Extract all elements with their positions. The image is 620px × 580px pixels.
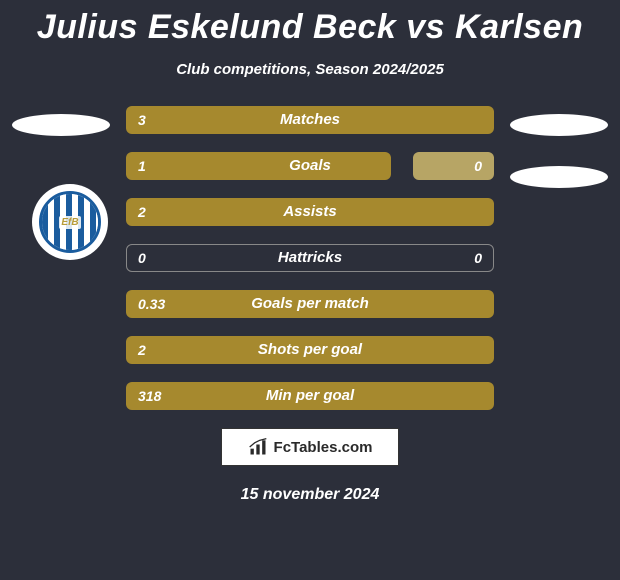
stat-value-left: 0.33 bbox=[138, 290, 165, 318]
date-text: 15 november 2024 bbox=[0, 486, 620, 504]
stat-row: 0 0Hattricks bbox=[126, 244, 494, 272]
stat-bars-container: 3Matches10Goals2Assists00Hattricks0.33Go… bbox=[126, 106, 494, 410]
comparison-chart: EfB 3Matches10Goals2Assists00Hattricks0.… bbox=[0, 106, 620, 410]
logo-text: FcTables.com bbox=[274, 439, 373, 456]
player-right-placeholder-2 bbox=[510, 166, 608, 188]
bar-outline bbox=[126, 244, 494, 272]
page-title: Julius Eskelund Beck vs Karlsen bbox=[0, 0, 620, 47]
stat-row: 3Matches bbox=[126, 106, 494, 134]
stat-row: 318Min per goal bbox=[126, 382, 494, 410]
stat-row: 10Goals bbox=[126, 152, 494, 180]
bar-left bbox=[126, 198, 494, 226]
page-subtitle: Club competitions, Season 2024/2025 bbox=[0, 61, 620, 78]
badge-text: EfB bbox=[59, 216, 80, 229]
stat-value-left: 1 bbox=[138, 152, 146, 180]
stat-row: 2Assists bbox=[126, 198, 494, 226]
player-left-placeholder bbox=[12, 114, 110, 136]
stat-row: 2Shots per goal bbox=[126, 336, 494, 364]
bar-left bbox=[126, 336, 494, 364]
chart-icon bbox=[248, 437, 268, 457]
stat-value-right: 0 bbox=[474, 244, 482, 272]
source-logo: FcTables.com bbox=[221, 428, 399, 466]
stat-row: 0.33Goals per match bbox=[126, 290, 494, 318]
bar-left bbox=[126, 152, 391, 180]
bar-left bbox=[126, 382, 494, 410]
stat-label: Hattricks bbox=[126, 244, 494, 272]
stat-value-left: 3 bbox=[138, 106, 146, 134]
stat-value-left: 318 bbox=[138, 382, 161, 410]
bar-left bbox=[126, 290, 494, 318]
stat-value-left: 2 bbox=[138, 198, 146, 226]
stat-value-left: 2 bbox=[138, 336, 146, 364]
club-badge-inner: EfB bbox=[39, 191, 101, 253]
stat-value-left: 0 bbox=[138, 244, 146, 272]
stat-value-right: 0 bbox=[474, 152, 482, 180]
player-right-placeholder-1 bbox=[510, 114, 608, 136]
club-badge: EfB bbox=[32, 184, 108, 260]
bar-left bbox=[126, 106, 494, 134]
